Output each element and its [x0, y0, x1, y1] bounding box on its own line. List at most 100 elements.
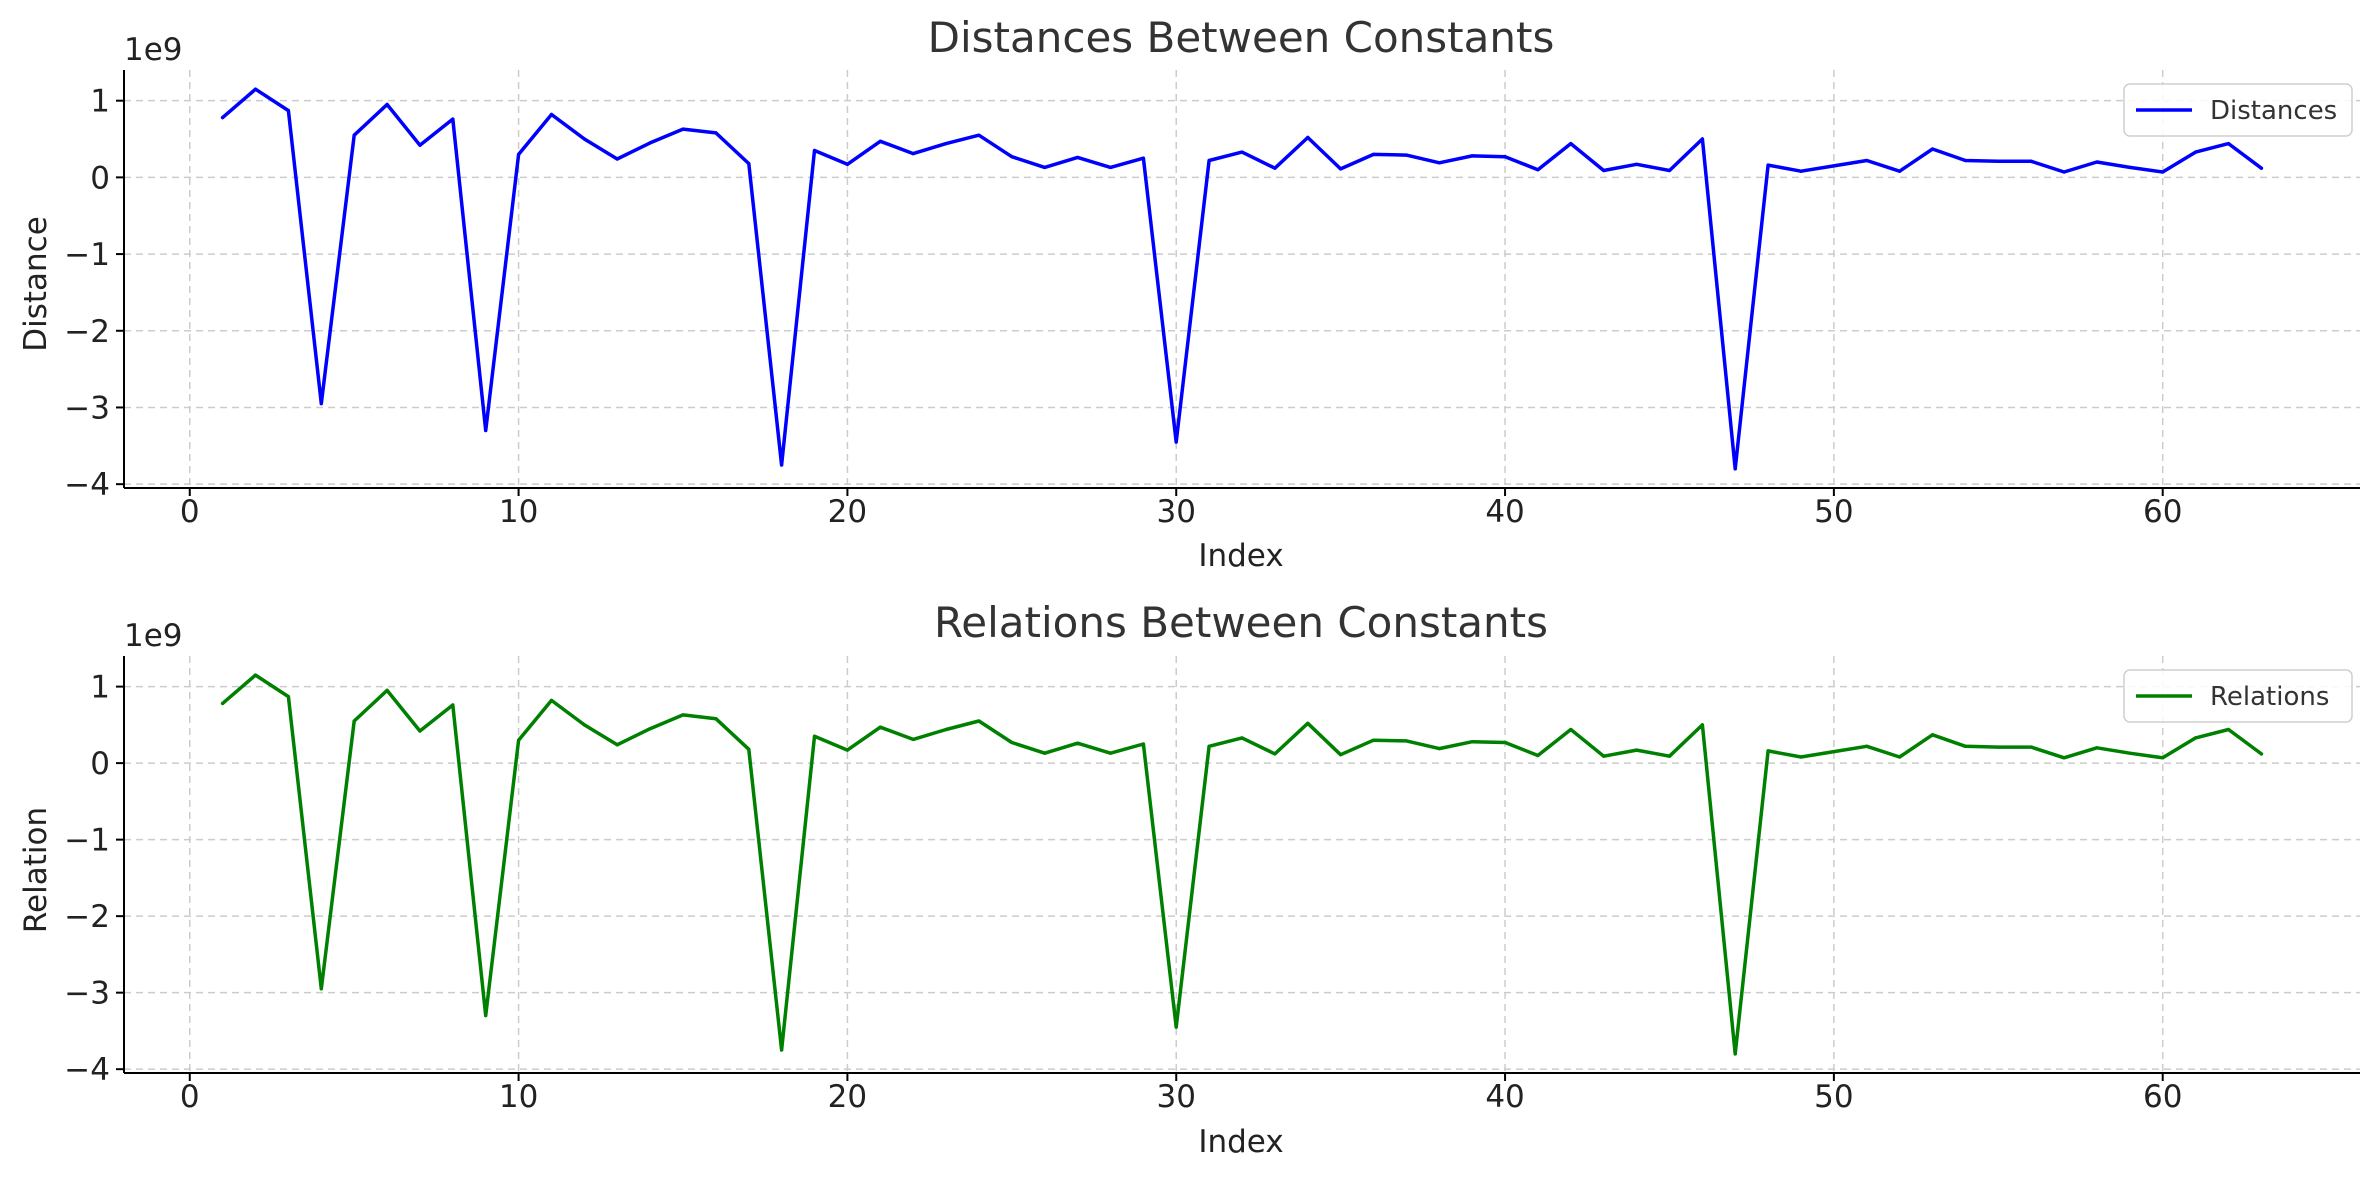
data-point: [549, 112, 554, 117]
data-point: [1437, 746, 1441, 751]
data-point: [1306, 135, 1310, 140]
data-point: [1174, 440, 1178, 444]
data-point: [549, 698, 554, 702]
data-point: [1634, 748, 1639, 752]
legend: Distances: [2123, 83, 2353, 137]
data-point: [1108, 751, 1113, 755]
data-point: [1898, 755, 1902, 759]
x-tick-label: 60: [2143, 1079, 2182, 1115]
data-point: [2161, 756, 2165, 760]
legend-label: Distances: [2210, 96, 2337, 126]
grid: [124, 656, 2360, 1073]
data-point: [1306, 721, 1310, 725]
data-point: [1010, 155, 1014, 159]
x-tick-label: 50: [1814, 1079, 1853, 1115]
data-point: [944, 142, 948, 146]
data-point: [451, 703, 455, 707]
data-point: [845, 748, 850, 752]
x-tick-label: 10: [499, 1079, 538, 1115]
data-point: [1404, 153, 1409, 157]
data-point: [1996, 159, 2000, 163]
data-point: [1799, 169, 1803, 173]
data-point: [1240, 736, 1244, 740]
data-point: [1404, 739, 1409, 743]
x-tick-label: 50: [1814, 494, 1853, 530]
data-point: [2259, 752, 2263, 756]
data-point: [286, 109, 291, 113]
data-point: [1371, 152, 1376, 156]
data-point: [648, 727, 652, 731]
data-point: [845, 162, 850, 166]
data-point: [1470, 154, 1474, 158]
data-point: [484, 428, 488, 433]
data-point: [1273, 166, 1277, 170]
series-line-relations: [220, 673, 2264, 1056]
data-point: [878, 725, 882, 729]
data-point: [1930, 147, 1935, 151]
x-axis-label: Index: [1198, 1124, 1283, 1160]
y-tick-label: −2: [64, 899, 110, 935]
x-tick-label: 20: [828, 494, 867, 530]
data-points: [221, 673, 2263, 1056]
data-point: [385, 102, 389, 107]
legend-label: Relations: [2210, 682, 2329, 712]
data-point: [812, 734, 817, 738]
data-point: [1174, 1025, 1178, 1029]
x-tick-label: 0: [180, 494, 200, 530]
data-point: [615, 743, 619, 747]
y-tick-label: −1: [64, 823, 110, 859]
data-point: [1240, 150, 1244, 154]
data-point: [451, 117, 455, 121]
data-point: [1010, 740, 1014, 745]
data-point: [1766, 163, 1770, 167]
data-point: [977, 719, 981, 723]
data-point: [253, 673, 258, 677]
data-point: [1141, 742, 1145, 746]
y-offset-label: 1e9: [124, 618, 183, 654]
data-point: [484, 1014, 488, 1018]
data-point: [1141, 156, 1145, 160]
x-tick-label: 30: [1157, 494, 1196, 530]
x-axis-label: Index: [1198, 538, 1283, 574]
data-point: [1043, 165, 1047, 170]
data-point: [747, 747, 751, 751]
y-tick-label: −2: [64, 314, 110, 350]
y-tick-label: −4: [64, 467, 110, 503]
legend-box: [2123, 83, 2353, 137]
data-point: [1766, 749, 1770, 753]
data-point: [2226, 142, 2231, 146]
data-point: [1865, 158, 1869, 163]
data-point: [1339, 753, 1343, 757]
data-point: [648, 141, 652, 145]
y-axis-label: Relation: [18, 807, 54, 933]
data-point: [1536, 753, 1540, 758]
data-point: [1667, 168, 1672, 173]
data-point: [1273, 752, 1277, 756]
data-point: [812, 148, 817, 153]
data-point: [1634, 162, 1639, 166]
data-point: [2095, 746, 2099, 750]
data-point: [1602, 168, 1606, 173]
data-point: [1963, 158, 1968, 163]
data-point: [2062, 170, 2066, 174]
data-point: [319, 987, 323, 991]
data-point: [1733, 467, 1737, 471]
data-point: [2161, 170, 2165, 174]
x-tick-label: 0: [180, 1079, 200, 1115]
data-point: [1569, 142, 1573, 146]
data-point: [878, 139, 882, 143]
x-tick-label: 30: [1157, 1079, 1196, 1115]
data-point: [418, 143, 422, 147]
data-point: [221, 115, 225, 120]
data-point: [1832, 164, 1836, 168]
grid: [124, 70, 2360, 488]
data-point: [352, 719, 356, 723]
y-tick-label: 1: [90, 670, 110, 706]
x-tick-label: 20: [828, 1079, 867, 1115]
data-point: [2226, 727, 2231, 732]
data-point: [1996, 745, 2000, 749]
data-point: [1799, 755, 1803, 759]
data-point: [911, 737, 915, 742]
data-point: [2259, 166, 2263, 170]
